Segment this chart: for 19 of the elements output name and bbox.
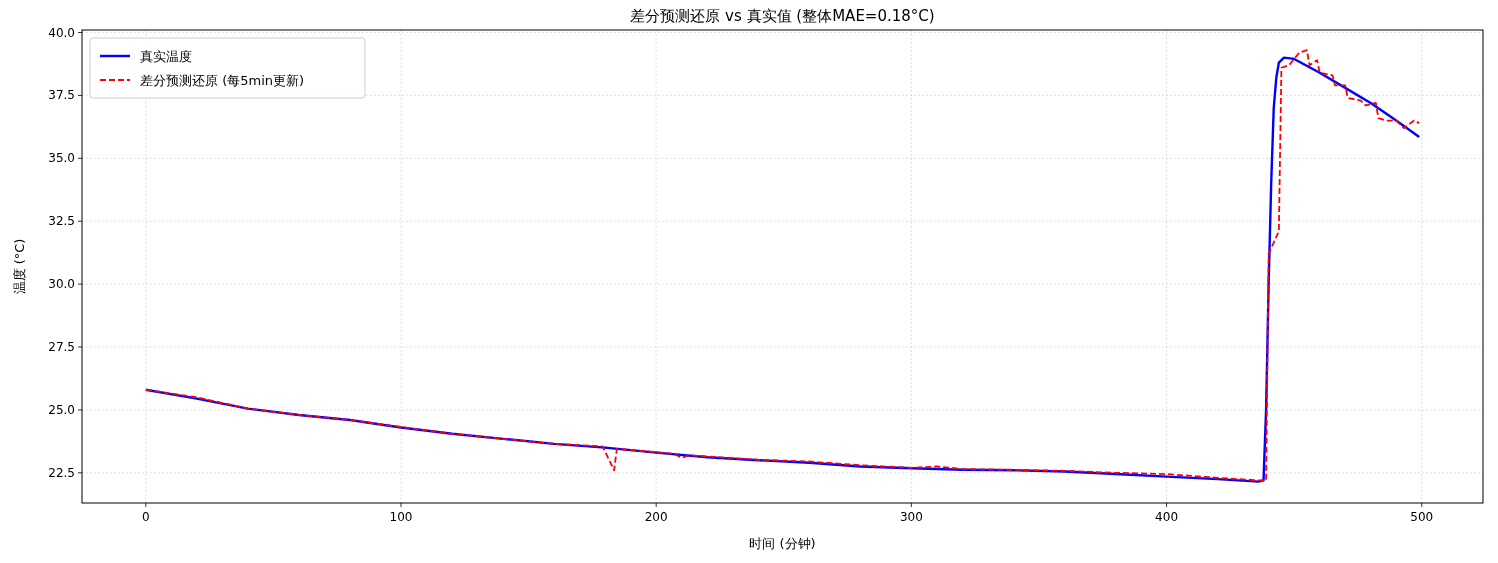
x-tick-label: 0 [141, 510, 150, 524]
x-tick-label: 200 [644, 510, 668, 524]
x-tick-label: 300 [899, 510, 923, 524]
y-tick-label: 27.5 [48, 340, 75, 355]
legend-label: 真实温度 [140, 49, 192, 64]
chart-title: 差分预测还原 vs 真实值 (整体MAE=0.18°C) [630, 7, 935, 25]
y-tick-label: 35.0 [48, 151, 75, 166]
x-tick-label: 400 [1155, 510, 1179, 524]
y-tick-label: 40.0 [48, 25, 75, 40]
y-tick-label: 32.5 [48, 214, 75, 229]
x-tick-label: 100 [389, 510, 413, 524]
y-tick-label: 30.0 [48, 277, 75, 292]
x-axis-title: 时间 (分钟) [749, 536, 816, 551]
legend-label: 差分预测还原 (每5min更新) [140, 73, 305, 88]
y-tick-label: 25.0 [48, 402, 75, 417]
y-axis-title: 温度 (°C) [12, 238, 27, 295]
y-tick-label: 22.5 [48, 465, 75, 480]
x-tick-label: 500 [1410, 510, 1434, 524]
y-tick-label: 37.5 [48, 88, 75, 103]
